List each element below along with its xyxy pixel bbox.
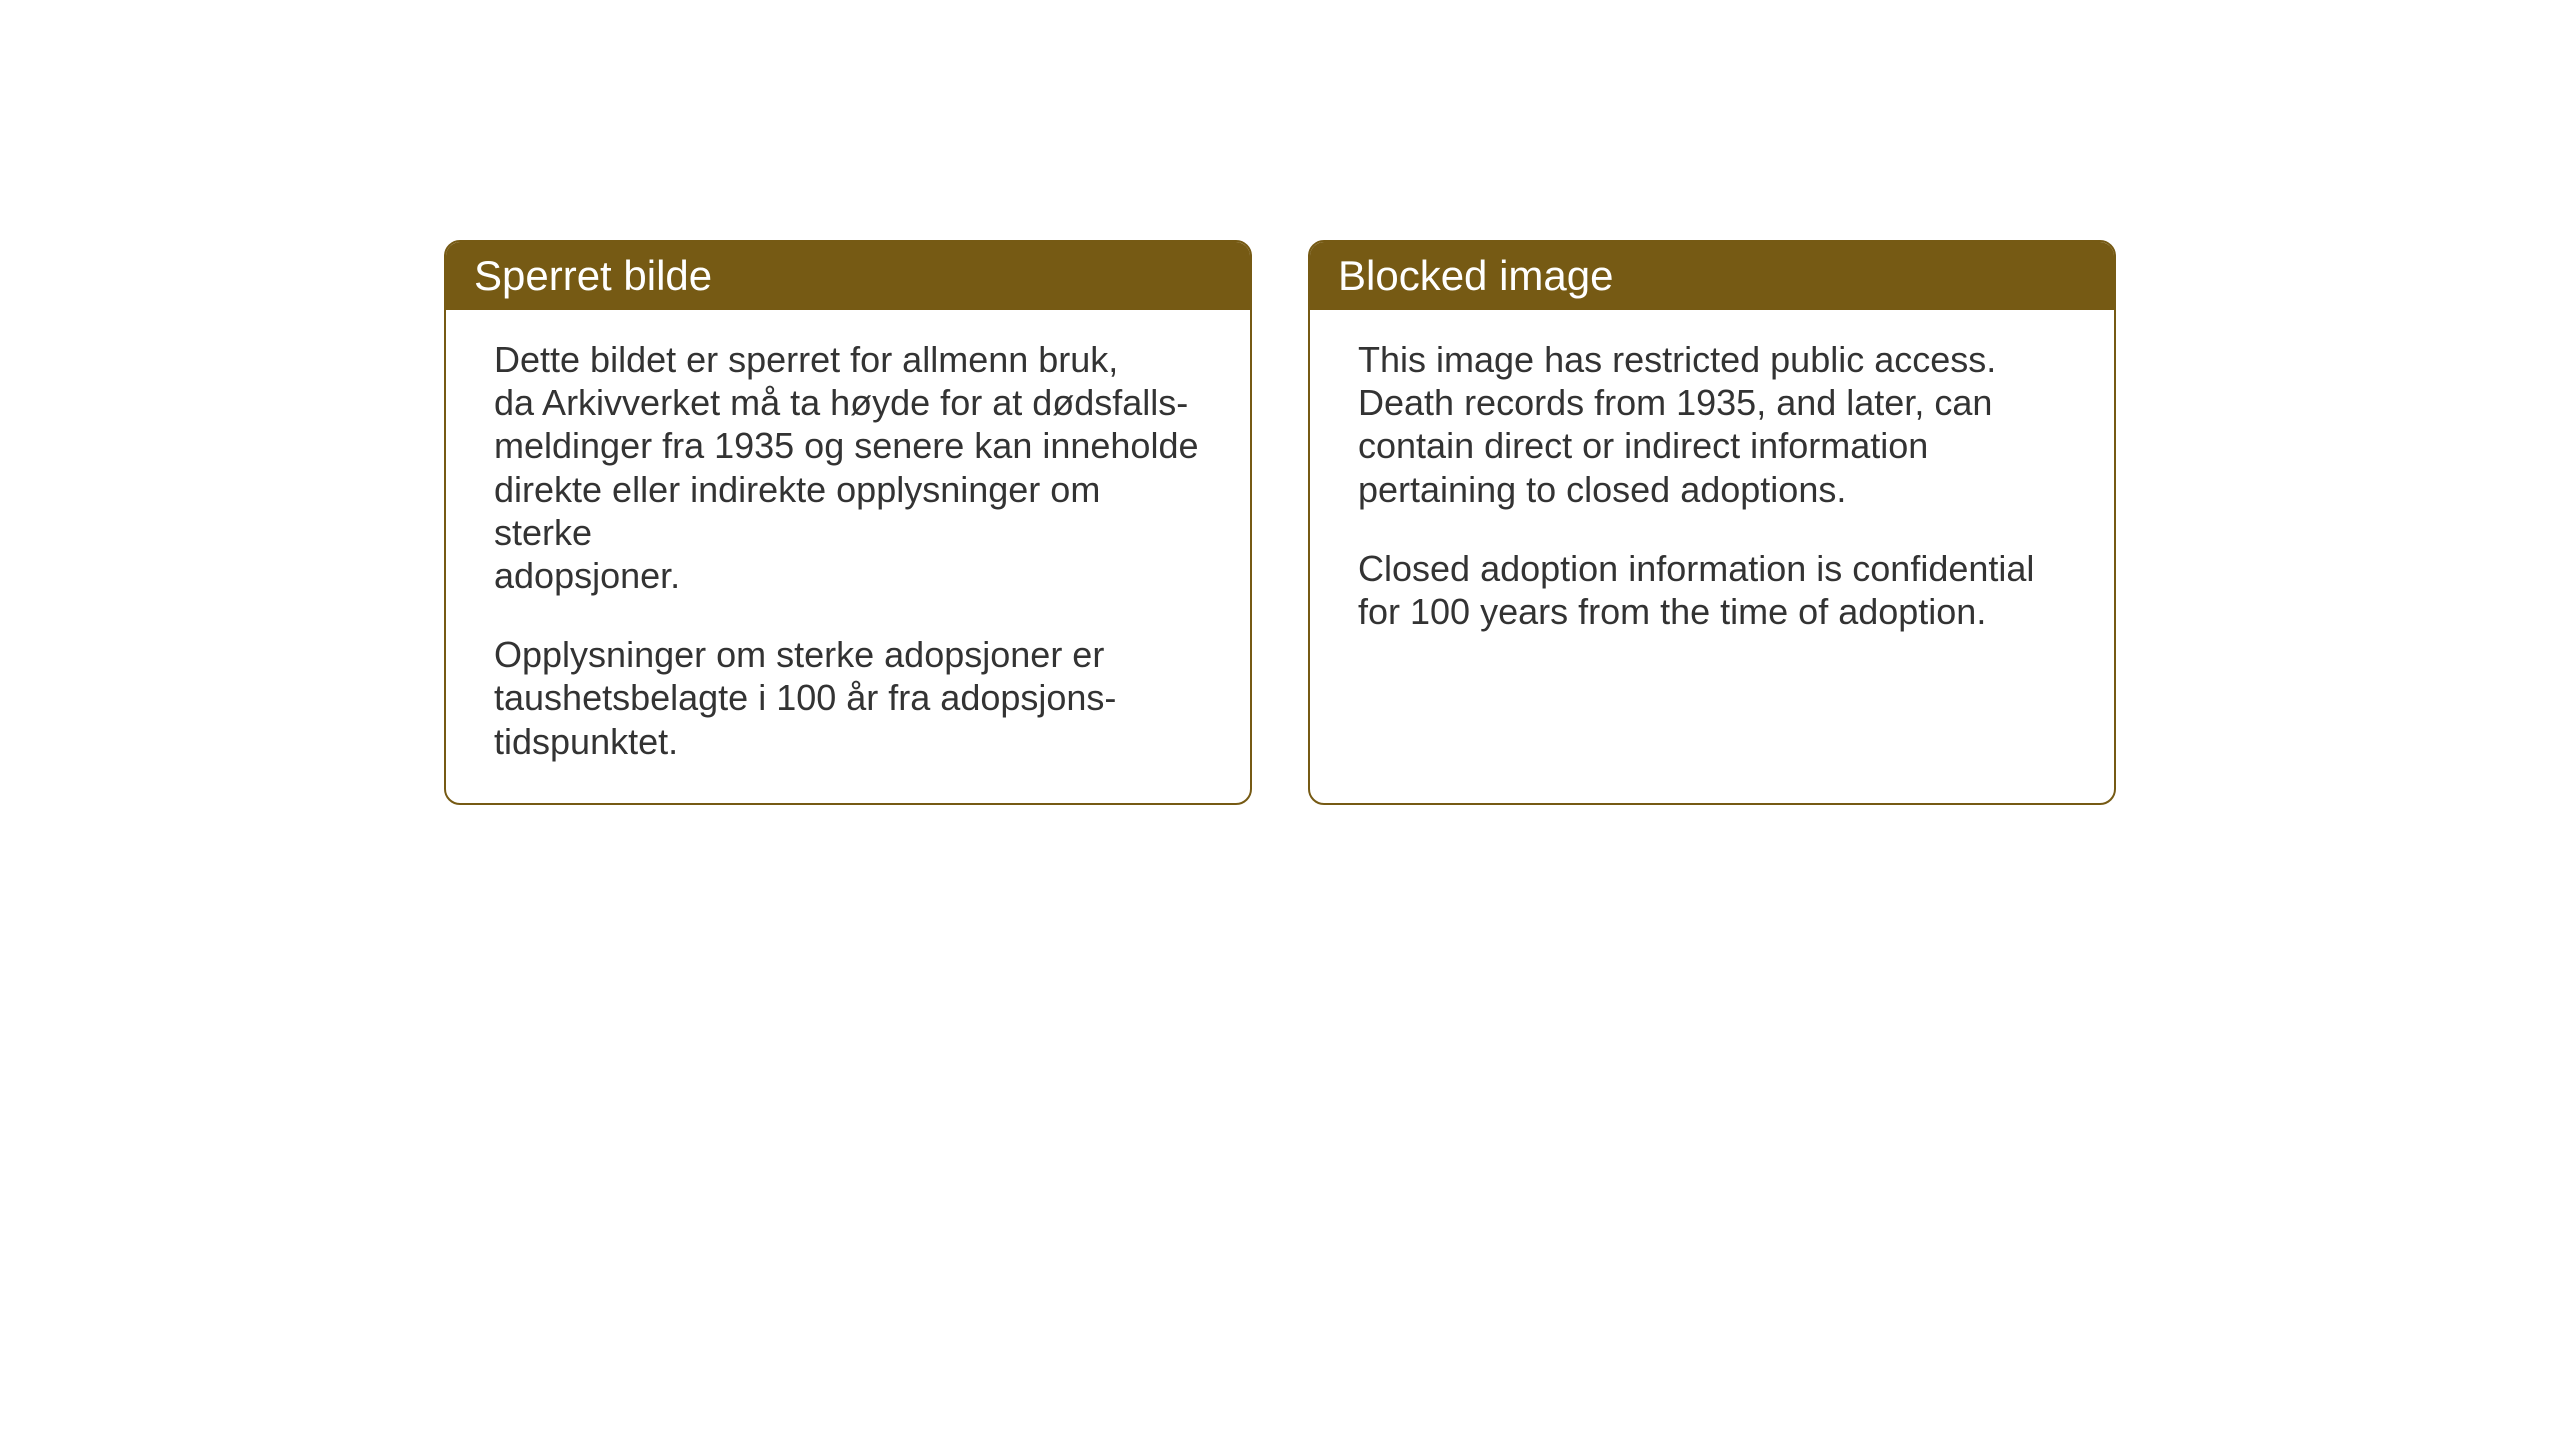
norwegian-paragraph-1: Dette bildet er sperret for allmenn bruk… (494, 338, 1202, 597)
norwegian-notice-card: Sperret bilde Dette bildet er sperret fo… (444, 240, 1252, 805)
english-paragraph-2: Closed adoption information is confident… (1358, 547, 2066, 633)
english-card-title: Blocked image (1338, 252, 1613, 299)
english-paragraph-1: This image has restricted public access.… (1358, 338, 2066, 511)
norwegian-card-title: Sperret bilde (474, 252, 712, 299)
norwegian-paragraph-2: Opplysninger om sterke adopsjoner ertaus… (494, 633, 1202, 763)
norwegian-card-body: Dette bildet er sperret for allmenn bruk… (446, 310, 1250, 803)
norwegian-card-header: Sperret bilde (446, 242, 1250, 310)
english-notice-card: Blocked image This image has restricted … (1308, 240, 2116, 805)
english-card-body: This image has restricted public access.… (1310, 310, 2114, 673)
notice-cards-container: Sperret bilde Dette bildet er sperret fo… (444, 240, 2116, 805)
english-card-header: Blocked image (1310, 242, 2114, 310)
